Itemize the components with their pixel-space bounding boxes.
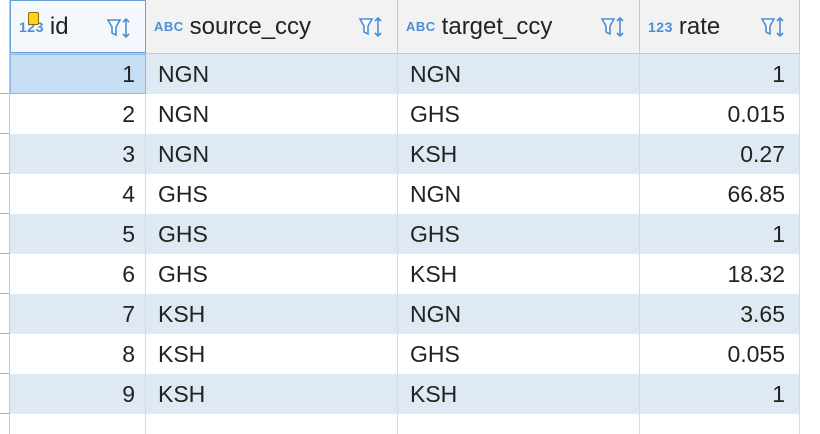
column-name: id [49, 12, 69, 40]
text-type-icon: ABC [406, 19, 436, 34]
cell-source-ccy[interactable]: NGN [146, 54, 398, 94]
cell-id[interactable]: 8 [10, 334, 146, 374]
cell-id[interactable]: 3 [10, 134, 146, 174]
cell-id[interactable]: 1 [10, 54, 146, 94]
cell-target-ccy[interactable]: NGN [398, 174, 640, 214]
table-row[interactable]: 1 NGN NGN 1 [10, 54, 800, 94]
empty-cell [146, 414, 398, 434]
cell-source-ccy[interactable]: KSH [146, 374, 398, 414]
cell-target-ccy[interactable]: NGN [398, 294, 640, 334]
cell-target-ccy[interactable]: KSH [398, 254, 640, 294]
cell-source-ccy[interactable]: NGN [146, 94, 398, 134]
cell-target-ccy[interactable]: NGN [398, 54, 640, 94]
column-header-source-ccy[interactable]: ABC source_ccy [146, 0, 398, 53]
primary-key-icon [28, 12, 39, 25]
table-row[interactable]: 5 GHS GHS 1 [10, 214, 800, 254]
row-header-tick [0, 134, 9, 174]
cell-rate[interactable]: 0.27 [640, 134, 800, 174]
filter-sort-icon[interactable] [105, 15, 133, 43]
cell-rate[interactable]: 66.85 [640, 174, 800, 214]
cell-source-ccy[interactable]: KSH [146, 294, 398, 334]
cell-rate[interactable]: 18.32 [640, 254, 800, 294]
empty-cell [398, 414, 640, 434]
column-name: target_ccy [441, 12, 553, 40]
table-row[interactable]: 7 KSH NGN 3.65 [10, 294, 800, 334]
row-header-ticks [0, 54, 9, 414]
column-name: source_ccy [189, 12, 312, 40]
cell-target-ccy[interactable]: GHS [398, 94, 640, 134]
cell-source-ccy[interactable]: KSH [146, 334, 398, 374]
cell-rate[interactable]: 0.055 [640, 334, 800, 374]
column-header-rate[interactable]: 123 rate [640, 0, 800, 53]
cell-id[interactable]: 6 [10, 254, 146, 294]
cell-id[interactable]: 5 [10, 214, 146, 254]
row-header-tick [0, 334, 9, 374]
cell-rate[interactable]: 3.65 [640, 294, 800, 334]
empty-cell [640, 414, 800, 434]
cell-target-ccy[interactable]: GHS [398, 334, 640, 374]
cell-id[interactable]: 7 [10, 294, 146, 334]
cell-id[interactable]: 4 [10, 174, 146, 214]
empty-cell [10, 414, 146, 434]
cell-rate[interactable]: 1 [640, 374, 800, 414]
column-name: rate [678, 12, 721, 40]
cell-source-ccy[interactable]: GHS [146, 174, 398, 214]
row-header-tick [0, 214, 9, 254]
cell-target-ccy[interactable]: GHS [398, 214, 640, 254]
cell-target-ccy[interactable]: KSH [398, 134, 640, 174]
cell-source-ccy[interactable]: GHS [146, 214, 398, 254]
filter-sort-icon[interactable] [599, 14, 627, 42]
column-header-target-ccy[interactable]: ABC target_ccy [398, 0, 640, 53]
cell-rate[interactable]: 0.015 [640, 94, 800, 134]
filter-sort-icon[interactable] [357, 14, 385, 42]
row-header-strip [0, 0, 10, 434]
text-type-icon: ABC [154, 19, 184, 34]
table-row[interactable]: 4 GHS NGN 66.85 [10, 174, 800, 214]
row-header-tick [0, 254, 9, 294]
cell-target-ccy[interactable]: KSH [398, 374, 640, 414]
cell-id[interactable]: 2 [10, 94, 146, 134]
cell-source-ccy[interactable]: NGN [146, 134, 398, 174]
cell-rate[interactable]: 1 [640, 54, 800, 94]
cell-source-ccy[interactable]: GHS [146, 254, 398, 294]
filter-sort-icon[interactable] [759, 14, 787, 42]
column-header-id[interactable]: 123 id [10, 0, 146, 53]
empty-grid-area [10, 414, 800, 434]
cell-rate[interactable]: 1 [640, 214, 800, 254]
cell-id[interactable]: 9 [10, 374, 146, 414]
row-header-tick [0, 374, 9, 414]
row-header-tick [0, 174, 9, 214]
row-header-tick [0, 94, 9, 134]
table-row[interactable]: 3 NGN KSH 0.27 [10, 134, 800, 174]
row-header-tick [0, 294, 9, 334]
table-row[interactable]: 9 KSH KSH 1 [10, 374, 800, 414]
table-row[interactable]: 8 KSH GHS 0.055 [10, 334, 800, 374]
table-row[interactable]: 6 GHS KSH 18.32 [10, 254, 800, 294]
numeric-type-icon: 123 [648, 18, 673, 35]
row-header-tick [0, 54, 9, 94]
table-row[interactable]: 2 NGN GHS 0.015 [10, 94, 800, 134]
grid-header: 123 id ABC source_ccy ABC target_ccy [10, 0, 800, 54]
